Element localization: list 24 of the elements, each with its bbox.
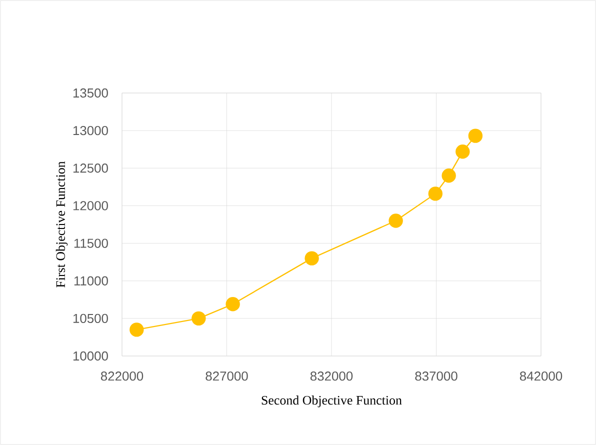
point xyxy=(130,322,144,337)
y-tick-label: 11500 xyxy=(74,238,108,248)
point xyxy=(192,311,206,326)
y-tick-label: 10000 xyxy=(73,351,108,361)
x-tick-label: 827000 xyxy=(206,372,248,381)
x-tick-label: 837000 xyxy=(415,372,458,381)
y-tick-label: 10500 xyxy=(73,314,108,324)
x-tick-label: 842000 xyxy=(520,372,562,381)
point xyxy=(304,251,319,266)
y-tick-label: 12000 xyxy=(73,201,108,210)
x-tick-label: 822000 xyxy=(100,372,144,381)
point xyxy=(468,128,483,143)
point xyxy=(388,214,403,228)
x-tick-label: 832000 xyxy=(310,372,353,381)
point xyxy=(428,186,443,201)
y-axis-title: First Objective Function xyxy=(56,161,68,288)
y-tick-label: 11000 xyxy=(74,276,108,286)
y-tick-label: 12500 xyxy=(73,164,108,173)
point xyxy=(442,168,456,183)
point xyxy=(456,144,470,159)
y-tick-label: 13500 xyxy=(73,88,108,98)
x-axis-title: Second Objective Function xyxy=(262,396,402,408)
point xyxy=(226,297,240,312)
y-tick-label: 13000 xyxy=(73,126,108,136)
